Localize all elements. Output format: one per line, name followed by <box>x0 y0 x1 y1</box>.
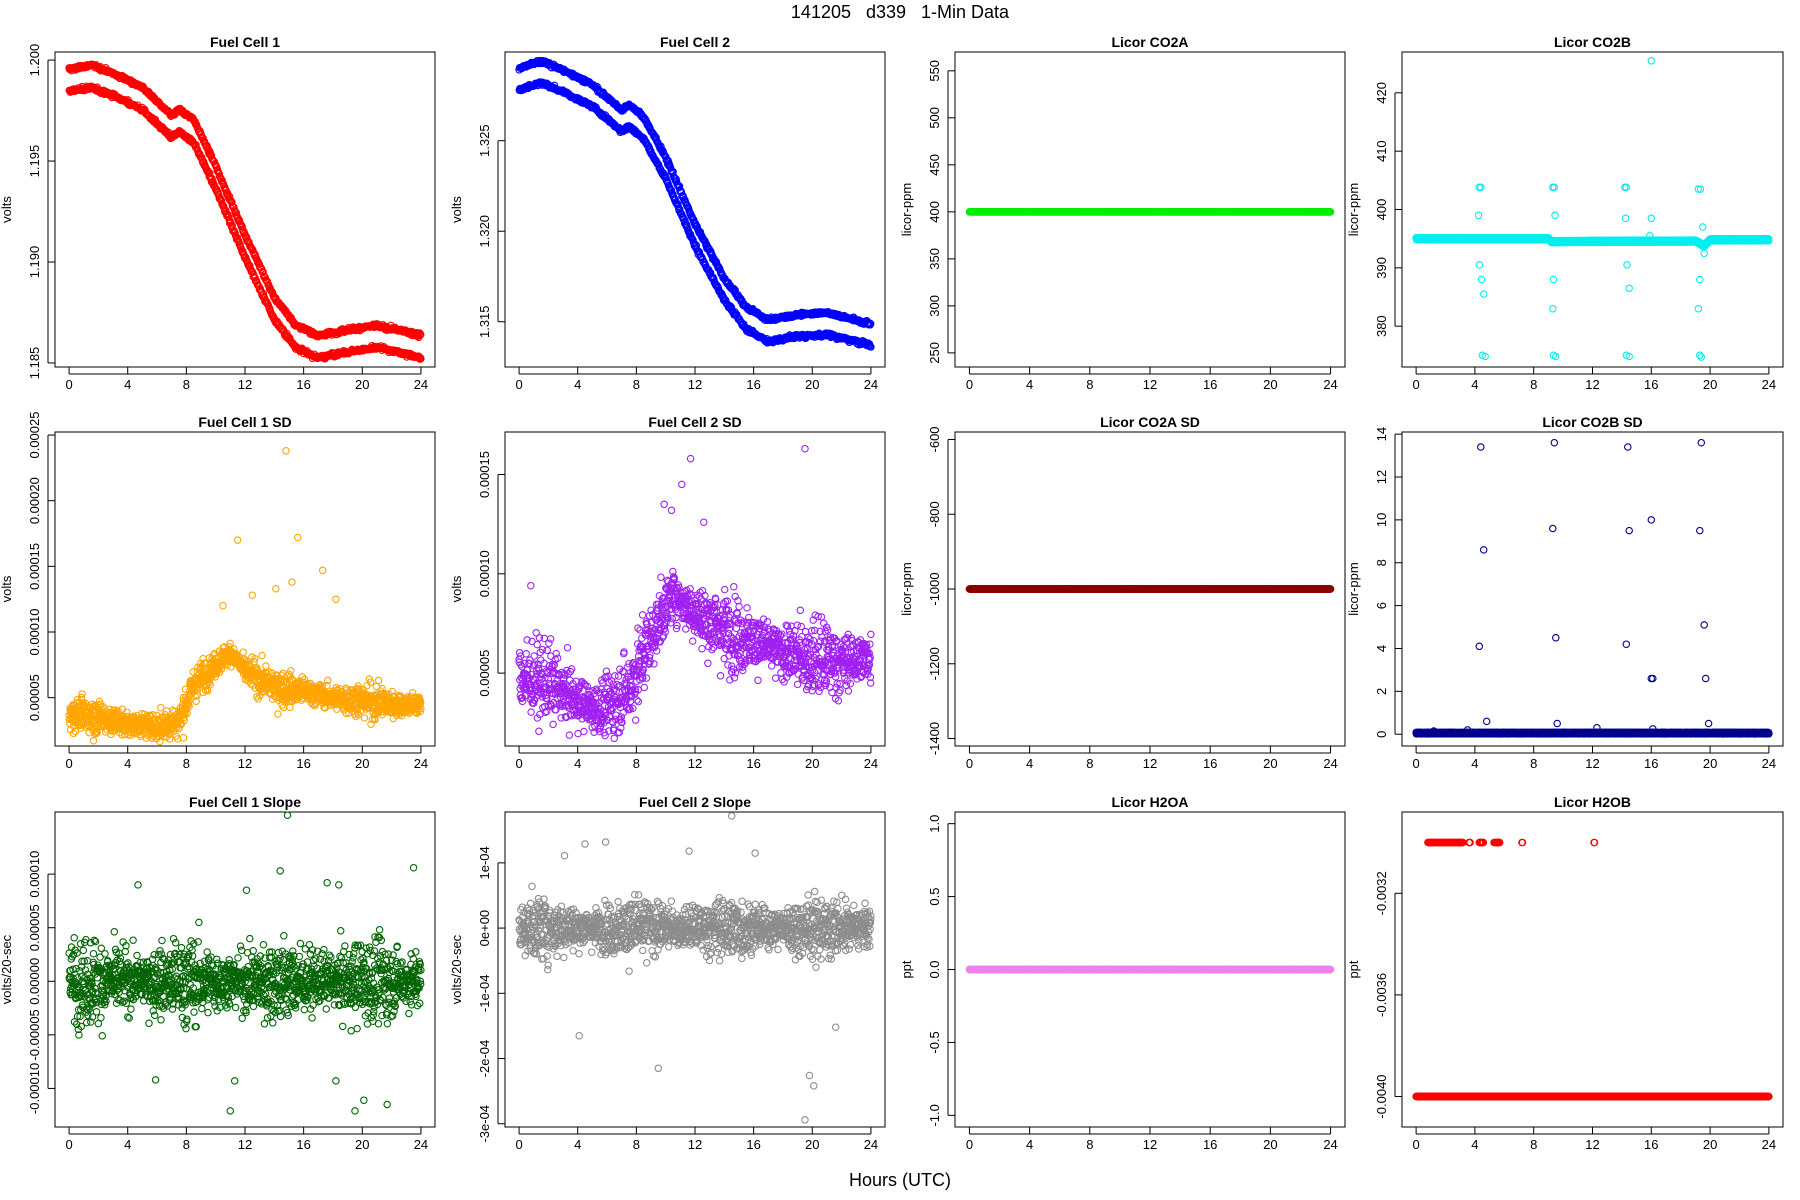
y-tick-label: 550 <box>927 60 942 82</box>
data-point <box>217 197 226 205</box>
y-tick-label: 1.320 <box>477 215 492 248</box>
x-tick-label: 8 <box>1086 377 1093 392</box>
x-tick-label: 12 <box>238 377 252 392</box>
panel-title: Licor CO2A <box>1111 34 1188 50</box>
data-point <box>238 222 246 231</box>
x-tick-label: 8 <box>183 377 190 392</box>
y-tick-label: 450 <box>927 154 942 176</box>
panel-title: Fuel Cell 2 <box>660 34 730 50</box>
x-tick-label: 0 <box>515 377 522 392</box>
x-tick-label: 4 <box>124 377 131 392</box>
panel-licor-co2b: Licor CO2B licor-ppm 0 4 8 12 16 20 24 380 390 400 4… <box>1346 34 1784 392</box>
x-tick-label: 24 <box>414 377 428 392</box>
x-tick-label: 12 <box>1585 377 1599 392</box>
series-points <box>515 56 875 351</box>
x-tick-label: 16 <box>1644 377 1658 392</box>
x-tick-label: 24 <box>1762 377 1776 392</box>
x-tick-label: 8 <box>633 377 640 392</box>
plot-frame <box>504 51 886 368</box>
y-tick-label: 400 <box>1374 199 1389 221</box>
y-axis-label: licor-ppm <box>1346 183 1361 236</box>
y-tick-label: 500 <box>927 107 942 129</box>
y-tick-label: 390 <box>1374 257 1389 279</box>
y-tick-label: 420 <box>1374 82 1389 104</box>
y-tick-label: 380 <box>1374 315 1389 337</box>
x-tick-label: 16 <box>1203 377 1217 392</box>
x-tick-label: 12 <box>1143 377 1157 392</box>
data-point <box>197 130 205 138</box>
y-tick-label: 1.325 <box>477 124 492 157</box>
x-tick-label: 20 <box>1263 377 1277 392</box>
panel-fuel-cell-1: Fuel Cell 1 volts 0 4 8 12 16 20 24 1.185 1.190 1.1… <box>0 34 436 392</box>
x-tick-label: 16 <box>746 377 760 392</box>
x-tick-label: 4 <box>1471 377 1478 392</box>
series-points <box>1412 57 1773 361</box>
x-tick-label: 4 <box>574 377 581 392</box>
series-points <box>965 208 1335 216</box>
x-tick-label: 12 <box>688 377 702 392</box>
x-tick-label: 24 <box>864 377 878 392</box>
data-point <box>228 222 236 230</box>
x-tick-label: 20 <box>805 377 819 392</box>
y-tick-label: 410 <box>1374 140 1389 162</box>
panel-fuel-cell-2: Fuel Cell 2 volts 0 4 8 12 16 20 24 1.315 1.320 1.3… <box>449 34 886 392</box>
x-tick-label: 0 <box>1412 377 1419 392</box>
x-tick-label: 20 <box>355 377 369 392</box>
panel-licor-co2a: Licor CO2A licor-ppm 0 4 8 12 16 20 24 250 300 350 4… <box>899 34 1346 392</box>
data-point <box>198 153 206 162</box>
x-tick-label: 8 <box>1530 377 1537 392</box>
y-axis-label: licor-ppm <box>899 183 914 236</box>
data-point <box>228 198 236 207</box>
data-point <box>259 290 268 298</box>
x-tick-label: 0 <box>966 377 973 392</box>
y-tick-label: 350 <box>927 248 942 270</box>
y-tick-label: 1.190 <box>27 246 42 279</box>
figure-title: 141205 d339 1-Min Data <box>790 2 1010 22</box>
y-tick-label: 1.195 <box>27 145 42 178</box>
y-axis-label: volts <box>0 196 14 223</box>
series-points <box>65 60 425 363</box>
y-tick-label: 1.315 <box>477 305 492 338</box>
x-tick-label: 4 <box>1026 377 1033 392</box>
y-tick-label: 1.185 <box>27 347 42 380</box>
x-tick-label: 24 <box>1323 377 1337 392</box>
y-tick-label: 1.200 <box>27 44 42 77</box>
panel-title: Licor CO2B <box>1554 34 1631 50</box>
plot-frame <box>1401 51 1784 368</box>
x-tick-label: 0 <box>65 377 72 392</box>
y-axis-label: volts <box>449 196 464 223</box>
data-point <box>208 174 216 183</box>
x-tick-label: 16 <box>296 377 310 392</box>
y-tick-label: 250 <box>927 342 942 364</box>
data-point <box>232 208 241 217</box>
panel-title: Fuel Cell 1 <box>210 34 280 50</box>
y-tick-label: 300 <box>927 295 942 317</box>
y-tick-label: 400 <box>927 201 942 223</box>
x-tick-label: 20 <box>1703 377 1717 392</box>
